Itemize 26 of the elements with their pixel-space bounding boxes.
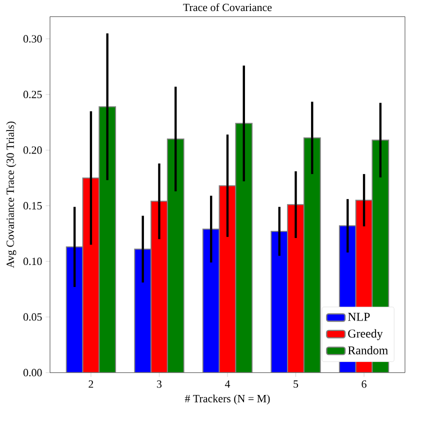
y-tick-label: 0.25 [23, 90, 42, 98]
y-tick-label: 0.10 [23, 258, 42, 266]
x-tick-label: 6 [362, 380, 366, 388]
y-tick-label: 0.05 [23, 313, 42, 321]
y-axis-title: Avg Covariance Trace (30 Trials) [6, 122, 16, 268]
bar [235, 123, 253, 373]
y-tick-label: 0.20 [23, 146, 42, 154]
chart-title: Trace of Covariance [183, 4, 272, 12]
bar [98, 106, 116, 373]
x-axis-title: # Trackers (N = M) [184, 394, 270, 405]
bar [202, 228, 220, 373]
y-tick-label: 0.30 [23, 35, 42, 43]
legend-label: Random [348, 346, 388, 355]
bar [303, 138, 321, 373]
x-tick-label: 4 [224, 380, 230, 388]
legend-label: NLP [348, 313, 370, 321]
y-tick-label: 0.00 [23, 369, 42, 377]
bar [66, 246, 84, 373]
x-tick-label: 2 [88, 380, 94, 388]
y-tick-label: 0.15 [23, 202, 42, 210]
x-tick-label: 3 [157, 380, 162, 388]
x-tick-label: 5 [294, 380, 298, 388]
bar [134, 248, 152, 373]
bar [166, 138, 184, 373]
bar [270, 231, 288, 373]
legend-label: Greedy [348, 329, 383, 340]
